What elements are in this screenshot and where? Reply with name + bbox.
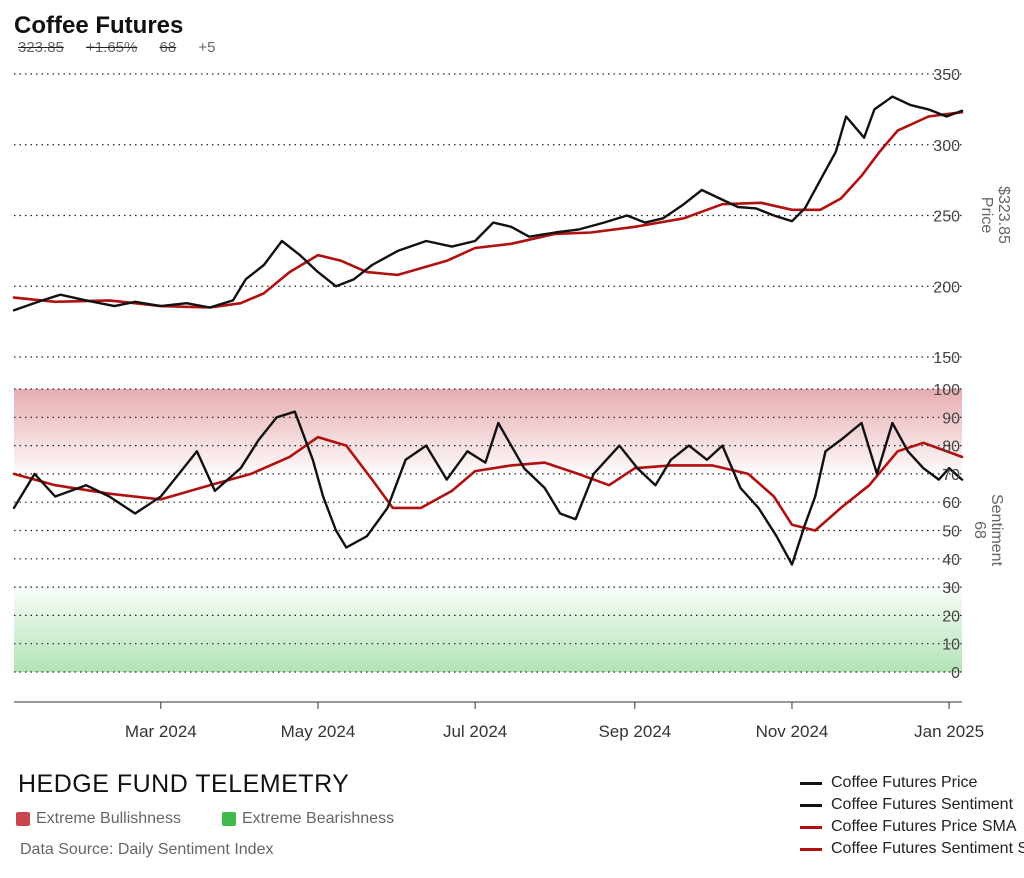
- sentiment-sma-line: [12, 435, 964, 532]
- sentiment-change: +5: [198, 39, 216, 56]
- brand-name: HEDGE FUND TELEMETRY: [18, 770, 350, 798]
- price-tick-label: 350: [933, 67, 960, 84]
- header-stats: 323.85 +1.65% 68 +5: [18, 39, 234, 56]
- sentiment-tick-label: 30: [942, 580, 960, 597]
- price-tick-label: 200: [933, 279, 960, 296]
- bullish-label: Extreme Bullishness: [36, 810, 181, 827]
- legend-label: Coffee Futures Price SMA: [831, 818, 1017, 835]
- price-axis-label: Price: [978, 197, 995, 234]
- price-tick-label: 250: [933, 209, 960, 226]
- sentiment-axis-title: Sentiment 68: [971, 494, 1005, 567]
- x-tick-label: Jul 2024: [443, 722, 507, 741]
- x-tick-label: Jan 2025: [914, 722, 984, 741]
- legend-line: [800, 781, 822, 785]
- price-line: [12, 95, 964, 312]
- bearish-label: Extreme Bearishness: [242, 810, 395, 827]
- bullish-zone: [14, 389, 962, 473]
- sentiment-axis-label: Sentiment: [988, 494, 1005, 567]
- bullish-swatch: [16, 812, 30, 826]
- series-legend: Coffee Futures Price Coffee Futures Sent…: [800, 772, 1024, 860]
- x-tick-label: Nov 2024: [756, 722, 829, 741]
- sentiment-tick-label: 10: [942, 637, 960, 654]
- data-source: Data Source: Daily Sentiment Index: [20, 841, 274, 858]
- price-value: 323.85: [18, 39, 64, 56]
- x-axis: Mar 2024 May 2024 Jul 2024 Sep 2024 Nov 2024…: [14, 701, 984, 741]
- legend-item-sentiment-sma: Coffee Futures Sentiment SMA: [800, 838, 1024, 860]
- price-axis-value: $323.85: [995, 186, 1012, 244]
- legend-label: Coffee Futures Price: [831, 774, 978, 791]
- x-tick-label: Sep 2024: [598, 722, 671, 741]
- price-sma-line: [12, 110, 964, 309]
- sentiment-tick-label: 0: [951, 665, 960, 682]
- sentiment-tick-label: 40: [942, 552, 960, 569]
- sentiment-tick-label: 80: [942, 439, 960, 456]
- price-tick-label: 300: [933, 138, 960, 155]
- sentiment-tick-label: 20: [942, 608, 960, 625]
- sentiment-tick-label: 60: [942, 495, 960, 512]
- sentiment-axis-value: 68: [971, 521, 988, 539]
- zone-legend-bullish: Extreme Bullishness: [16, 810, 181, 828]
- sentiment-value: 68: [159, 39, 177, 56]
- legend-label: Coffee Futures Sentiment: [831, 796, 1014, 813]
- sentiment-tick-label: 70: [942, 467, 960, 484]
- legend-item-sentiment: Coffee Futures Sentiment: [800, 794, 1024, 816]
- grid: [14, 73, 962, 673]
- x-tick-label: May 2024: [281, 722, 356, 741]
- series-layer: [12, 95, 964, 566]
- bearish-swatch: [222, 812, 236, 826]
- x-tick-label: Mar 2024: [125, 722, 197, 741]
- price-change: +1.65%: [86, 39, 138, 56]
- sentiment-tick-label: 90: [942, 410, 960, 427]
- sentiment-tick-label: 50: [942, 524, 960, 541]
- legend-item-price: Coffee Futures Price: [800, 772, 1024, 794]
- legend-line: [800, 847, 822, 851]
- legend-line: [800, 825, 822, 829]
- chart: Mar 2024 May 2024 Jul 2024 Sep 2024 Nov 2024…: [12, 67, 1012, 741]
- sentiment-line: [12, 410, 964, 566]
- legend-label: Coffee Futures Sentiment SMA: [831, 840, 1024, 857]
- bearish-zone: [14, 586, 962, 672]
- sentiment-tick-label: 100: [933, 382, 960, 399]
- chart-title: Coffee Futures: [14, 12, 184, 39]
- price-tick-label: 150: [933, 350, 960, 367]
- zone-legend-bearish: Extreme Bearishness: [222, 810, 394, 828]
- legend-item-price-sma: Coffee Futures Price SMA: [800, 816, 1024, 838]
- legend-line: [800, 803, 822, 807]
- price-axis-title: Price $323.85: [978, 186, 1012, 244]
- y-tick-labels: 150 200 250 300 350 0 10 20 30 40 50 60 70 80 90 100: [933, 67, 960, 682]
